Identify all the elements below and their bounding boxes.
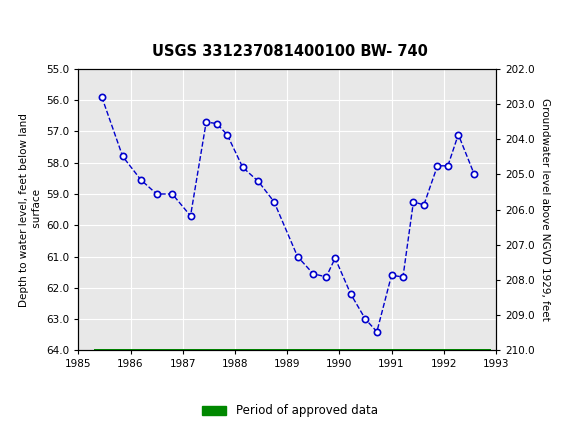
Y-axis label: Depth to water level, feet below land
 surface: Depth to water level, feet below land su… bbox=[19, 113, 42, 307]
Y-axis label: Groundwater level above NGVD 1929, feet: Groundwater level above NGVD 1929, feet bbox=[540, 98, 550, 321]
Text: USGS: USGS bbox=[35, 14, 90, 31]
Text: ≡: ≡ bbox=[9, 12, 27, 33]
Text: USGS 331237081400100 BW- 740: USGS 331237081400100 BW- 740 bbox=[152, 44, 428, 59]
Bar bbox=[94, 349, 491, 352]
Legend: Period of approved data: Period of approved data bbox=[198, 399, 382, 422]
